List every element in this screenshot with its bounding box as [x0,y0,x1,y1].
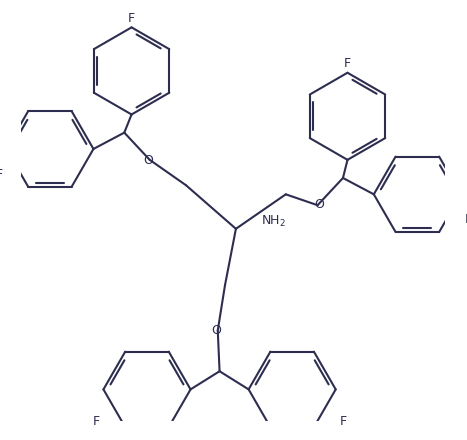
Text: F: F [128,12,135,25]
Text: O: O [143,154,153,167]
Text: F: F [92,414,100,428]
Text: NH$_2$: NH$_2$ [262,214,286,229]
Text: F: F [340,414,347,428]
Text: F: F [465,213,467,226]
Text: O: O [211,324,221,337]
Text: F: F [0,168,3,181]
Text: F: F [344,57,351,70]
Text: O: O [314,198,324,211]
